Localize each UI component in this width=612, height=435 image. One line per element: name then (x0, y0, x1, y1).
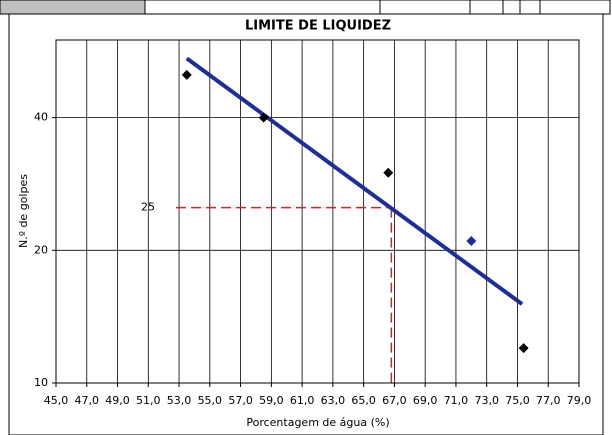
x-tick-label: 69,0 (413, 394, 438, 407)
data-point (181, 69, 192, 80)
x-tick-label: 49,0 (105, 394, 130, 407)
x-tick-label: 79,0 (567, 394, 592, 407)
data-point (518, 343, 529, 354)
table-cell (0, 0, 146, 15)
chart-title: LIMITE DE LIQUIDEZ (245, 19, 391, 34)
y-axis-label: N.º de golpes (17, 174, 30, 248)
x-tick-label: 61,0 (290, 394, 315, 407)
x-tick-label: 47,0 (75, 394, 100, 407)
trendline (185, 56, 524, 306)
x-tick-label: 53,0 (167, 394, 192, 407)
reference-label: 25 (141, 201, 155, 214)
x-tick-label: 59,0 (259, 394, 284, 407)
x-tick-label: 73,0 (474, 394, 499, 407)
plot-area (55, 39, 580, 384)
y-tick-label: 40 (34, 111, 48, 124)
table-fragment (0, 0, 611, 15)
plot-border (55, 39, 580, 384)
x-tick-label: 51,0 (136, 394, 161, 407)
x-tick-label: 65,0 (351, 394, 376, 407)
x-tick-label: 45,0 (44, 394, 69, 407)
y-tick-label: 20 (34, 243, 48, 256)
chart-frame (8, 13, 604, 435)
x-tick-label: 63,0 (321, 394, 346, 407)
x-tick-label: 55,0 (198, 394, 223, 407)
data-point (383, 167, 394, 178)
data-point (466, 235, 477, 246)
x-tick-label: 77,0 (536, 394, 561, 407)
x-tick-label: 75,0 (505, 394, 530, 407)
y-tick-label: 10 (34, 376, 48, 389)
x-tick-label: 67,0 (382, 394, 407, 407)
data-point (258, 112, 269, 123)
x-tick-label: 57,0 (228, 394, 253, 407)
x-axis-label: Porcentagem de água (%) (246, 416, 389, 429)
x-tick-label: 71,0 (444, 394, 469, 407)
